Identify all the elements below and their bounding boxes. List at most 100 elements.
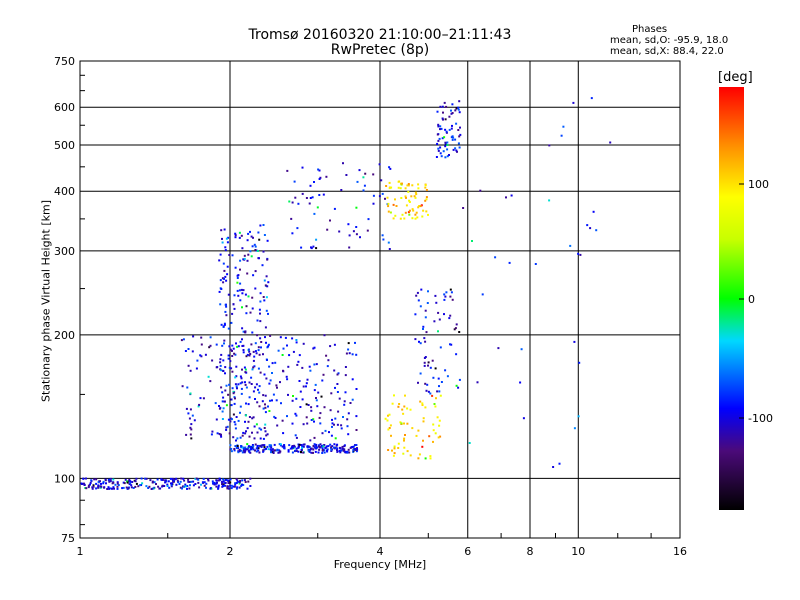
data-point xyxy=(312,448,315,451)
data-point xyxy=(310,419,313,421)
data-point xyxy=(325,354,328,357)
data-point xyxy=(424,186,427,189)
data-point xyxy=(321,452,324,454)
data-point xyxy=(303,443,306,446)
data-point xyxy=(351,445,354,448)
data-point xyxy=(245,355,248,358)
data-point xyxy=(239,405,242,408)
data-point xyxy=(265,309,268,312)
data-point xyxy=(121,487,124,490)
data-point xyxy=(309,369,312,372)
data-point xyxy=(233,421,236,423)
data-point xyxy=(251,331,254,334)
data-point xyxy=(354,444,356,447)
data-point xyxy=(315,397,317,399)
data-point xyxy=(417,429,420,432)
data-point xyxy=(291,446,294,448)
data-point xyxy=(334,437,337,440)
data-point xyxy=(422,417,425,420)
data-point xyxy=(403,437,406,440)
data-point xyxy=(184,350,187,352)
data-point xyxy=(399,217,402,220)
data-point xyxy=(347,448,350,451)
data-point xyxy=(397,442,400,445)
data-point xyxy=(462,207,465,209)
data-point xyxy=(264,430,267,433)
y-axis-ticks: 75 100 200 300 400 500 600 750 xyxy=(54,55,85,545)
data-point xyxy=(147,487,150,489)
data-point xyxy=(270,446,273,449)
data-point xyxy=(437,377,440,380)
data-point xyxy=(314,445,317,448)
data-point xyxy=(254,398,256,400)
data-point xyxy=(333,343,336,346)
data-point xyxy=(228,254,231,256)
data-point xyxy=(199,397,202,400)
data-point xyxy=(471,240,473,242)
data-point xyxy=(178,483,181,485)
data-point xyxy=(287,449,290,452)
data-point xyxy=(237,419,240,422)
data-point xyxy=(311,196,314,199)
data-point xyxy=(95,478,98,481)
data-point xyxy=(230,484,233,487)
data-point xyxy=(312,347,315,350)
y-axis-label: Stationary phase Virtual Height [km] xyxy=(39,199,53,403)
data-point xyxy=(153,481,156,484)
data-point xyxy=(93,478,96,481)
data-point xyxy=(164,479,167,482)
data-point xyxy=(421,402,424,405)
data-point xyxy=(434,294,437,297)
data-point xyxy=(219,253,222,256)
data-point xyxy=(128,478,131,481)
data-point xyxy=(256,401,259,404)
data-point xyxy=(208,346,211,349)
data-point xyxy=(522,417,525,420)
data-point xyxy=(177,481,180,484)
data-point xyxy=(340,449,343,452)
data-point xyxy=(241,306,243,309)
data-point xyxy=(450,343,453,346)
data-point xyxy=(251,296,254,299)
data-point xyxy=(235,482,238,484)
data-point xyxy=(455,122,458,125)
data-point xyxy=(417,187,420,190)
data-point xyxy=(257,257,260,260)
data-point xyxy=(241,434,244,437)
data-point xyxy=(275,384,278,387)
data-point xyxy=(234,482,237,485)
data-point xyxy=(313,212,316,215)
data-point xyxy=(268,445,271,448)
data-point xyxy=(245,386,248,389)
data-point xyxy=(244,371,247,374)
data-point xyxy=(234,445,237,448)
data-point xyxy=(224,482,227,484)
data-point xyxy=(297,446,300,449)
data-point xyxy=(267,405,269,408)
data-point xyxy=(222,325,225,328)
data-point xyxy=(406,184,409,187)
data-point xyxy=(534,263,537,265)
data-point xyxy=(236,445,239,447)
x-tick-label: 6 xyxy=(464,545,471,558)
data-point xyxy=(297,202,300,205)
data-point xyxy=(400,422,403,425)
data-point xyxy=(276,424,279,427)
data-point xyxy=(217,479,220,482)
data-point xyxy=(282,370,285,373)
data-point xyxy=(455,323,458,326)
data-point xyxy=(425,196,428,199)
data-point xyxy=(318,445,320,448)
data-point xyxy=(418,340,420,343)
data-point xyxy=(258,427,261,430)
data-point xyxy=(224,303,227,306)
data-point xyxy=(330,448,333,451)
data-point xyxy=(242,330,245,333)
data-point xyxy=(438,419,441,422)
data-point xyxy=(189,433,192,436)
data-point xyxy=(323,334,326,337)
data-point xyxy=(264,411,267,414)
data-point xyxy=(126,480,129,483)
data-point xyxy=(321,379,324,382)
data-point xyxy=(240,449,243,452)
